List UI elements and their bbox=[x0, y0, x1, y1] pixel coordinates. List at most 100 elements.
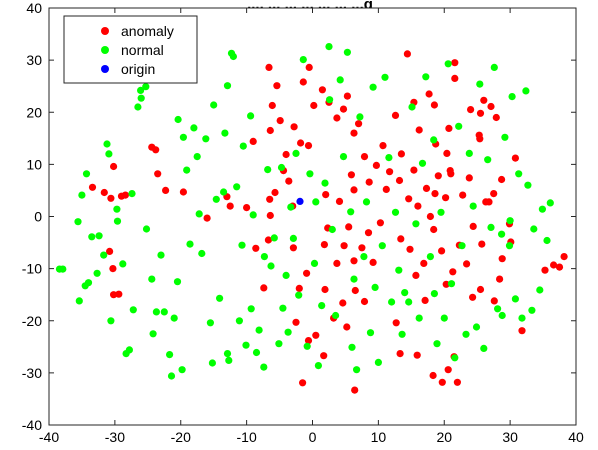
data-point-anomaly bbox=[266, 211, 274, 220]
data-point-anomaly bbox=[453, 378, 461, 386]
data-point-anomaly bbox=[249, 137, 257, 145]
data-point-normal bbox=[178, 366, 186, 374]
data-point-normal bbox=[426, 253, 434, 261]
data-point-anomaly bbox=[299, 379, 307, 387]
data-point-normal bbox=[415, 314, 423, 322]
data-point-anomaly bbox=[476, 109, 485, 117]
data-point-normal bbox=[401, 289, 409, 297]
data-point-normal bbox=[318, 302, 326, 310]
data-point-normal bbox=[528, 306, 536, 314]
data-point-normal bbox=[249, 211, 257, 219]
data-point-anomaly bbox=[498, 255, 506, 263]
data-point-anomaly bbox=[203, 214, 211, 222]
data-point-normal bbox=[238, 241, 246, 249]
data-point-normal bbox=[235, 317, 243, 325]
data-point-anomaly bbox=[498, 175, 506, 184]
y-tick-label: 0 bbox=[34, 209, 42, 225]
data-point-anomaly bbox=[476, 285, 485, 294]
data-point-normal bbox=[451, 354, 459, 362]
data-point-anomaly bbox=[273, 82, 281, 90]
data-point-normal bbox=[546, 199, 554, 207]
data-point-anomaly bbox=[350, 186, 358, 194]
data-point-normal bbox=[371, 283, 379, 291]
data-point-anomaly bbox=[443, 149, 451, 157]
data-point-normal bbox=[95, 232, 103, 240]
data-point-anomaly bbox=[304, 337, 313, 345]
data-point-normal bbox=[284, 328, 292, 336]
data-point-anomaly bbox=[420, 259, 428, 267]
data-point-normal bbox=[412, 220, 420, 228]
data-point-anomaly bbox=[243, 204, 251, 212]
data-point-normal bbox=[353, 366, 361, 374]
data-point-normal bbox=[195, 210, 203, 218]
data-point-normal bbox=[469, 202, 477, 210]
data-point-anomaly bbox=[312, 331, 320, 339]
data-point-normal bbox=[223, 82, 232, 90]
data-point-normal bbox=[391, 208, 400, 216]
data-point-normal bbox=[216, 294, 224, 302]
data-point-normal bbox=[465, 149, 473, 157]
legend-marker-origin bbox=[101, 65, 109, 73]
data-point-anomaly bbox=[305, 63, 313, 71]
data-point-normal bbox=[336, 76, 344, 84]
data-point-anomaly bbox=[333, 114, 341, 122]
y-tick-label: 30 bbox=[26, 52, 42, 68]
data-point-anomaly bbox=[397, 235, 405, 243]
data-point-normal bbox=[511, 295, 519, 303]
data-point-anomaly bbox=[343, 323, 351, 331]
data-point-normal bbox=[536, 286, 544, 294]
data-point-anomaly bbox=[310, 101, 318, 110]
data-points bbox=[55, 43, 568, 394]
data-point-normal bbox=[398, 330, 406, 338]
data-point-anomaly bbox=[478, 240, 486, 248]
data-point-anomaly bbox=[347, 171, 355, 179]
data-point-normal bbox=[312, 198, 320, 206]
data-point-anomaly bbox=[422, 184, 431, 192]
data-point-anomaly bbox=[260, 284, 268, 292]
data-point-anomaly bbox=[541, 266, 549, 274]
legend-label-normal: normal bbox=[121, 42, 164, 58]
data-point-anomaly bbox=[421, 296, 429, 304]
y-tick-label: -30 bbox=[22, 365, 42, 381]
data-point-anomaly bbox=[109, 265, 117, 273]
data-point-anomaly bbox=[451, 74, 459, 82]
data-point-normal bbox=[113, 205, 121, 213]
data-point-normal bbox=[303, 342, 311, 350]
data-point-anomaly bbox=[364, 229, 373, 237]
data-point-normal bbox=[225, 356, 233, 364]
data-point-anomaly bbox=[335, 197, 344, 205]
legend: anomaly normal origin bbox=[63, 15, 198, 84]
data-point-normal bbox=[498, 230, 506, 238]
data-point-anomaly bbox=[444, 366, 452, 374]
data-point-anomaly bbox=[438, 247, 446, 255]
data-point-normal bbox=[152, 308, 160, 316]
data-point-anomaly bbox=[425, 90, 433, 98]
data-point-normal bbox=[88, 233, 96, 241]
data-point-anomaly bbox=[442, 280, 450, 288]
data-point-anomaly bbox=[360, 297, 369, 306]
data-point-anomaly bbox=[480, 96, 488, 104]
y-tick-label: -20 bbox=[22, 313, 42, 329]
data-point-anomaly bbox=[560, 253, 568, 261]
data-point-anomaly bbox=[318, 86, 326, 94]
data-point-normal bbox=[125, 346, 133, 354]
data-point-anomaly bbox=[121, 191, 129, 199]
data-point-normal bbox=[369, 83, 377, 91]
y-tick-label: 10 bbox=[26, 156, 42, 172]
data-point-anomaly bbox=[106, 247, 114, 255]
data-point-normal bbox=[202, 135, 210, 143]
data-point-normal bbox=[149, 330, 157, 338]
data-point-normal bbox=[264, 166, 272, 174]
data-point-normal bbox=[314, 362, 322, 370]
data-point-anomaly bbox=[100, 188, 108, 197]
data-point-anomaly bbox=[88, 183, 97, 191]
data-point-normal bbox=[498, 311, 506, 320]
data-point-normal bbox=[233, 183, 241, 191]
data-point-anomaly bbox=[333, 259, 341, 267]
data-point-normal bbox=[299, 56, 307, 64]
data-point-anomaly bbox=[369, 258, 377, 266]
data-point-normal bbox=[339, 153, 348, 161]
data-point-anomaly bbox=[469, 293, 477, 301]
data-point-normal bbox=[395, 266, 403, 274]
